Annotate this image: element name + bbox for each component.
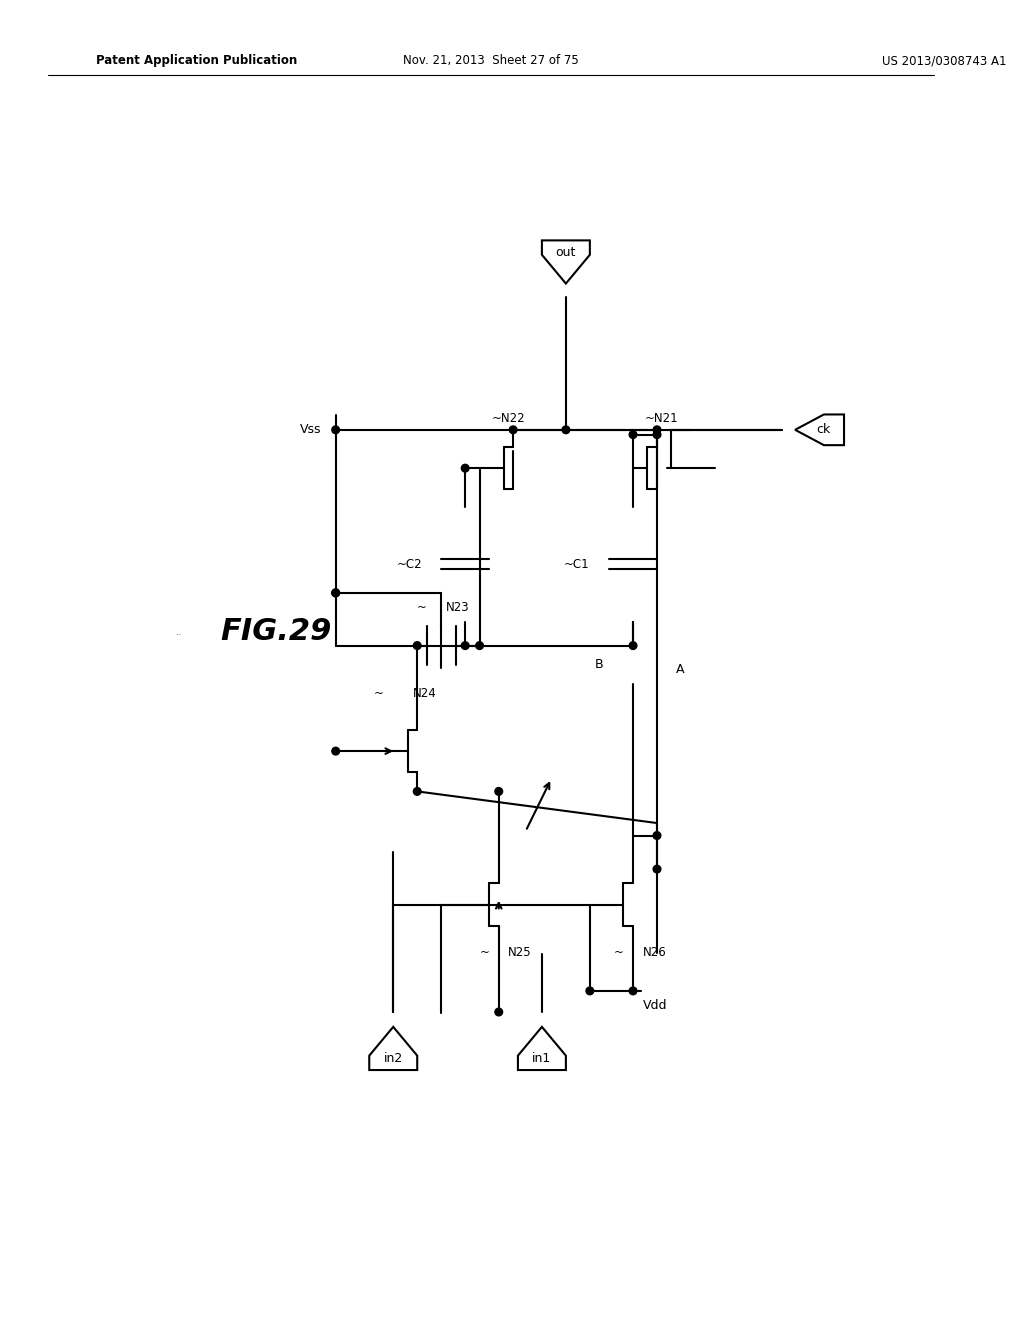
Text: Patent Application Publication: Patent Application Publication	[96, 54, 297, 67]
Circle shape	[332, 589, 340, 597]
Circle shape	[629, 430, 637, 438]
Circle shape	[332, 589, 340, 597]
Circle shape	[495, 1008, 503, 1016]
Text: N26: N26	[643, 946, 667, 960]
Circle shape	[653, 865, 660, 873]
Circle shape	[629, 642, 637, 649]
Text: Vss: Vss	[300, 424, 322, 437]
Circle shape	[586, 987, 594, 995]
Circle shape	[462, 465, 469, 473]
Text: ~: ~	[479, 946, 489, 960]
Text: ~C1: ~C1	[564, 557, 590, 570]
Circle shape	[332, 747, 340, 755]
Text: FIG.29: FIG.29	[220, 616, 332, 645]
Text: in2: in2	[384, 1052, 402, 1064]
Circle shape	[495, 788, 503, 795]
Circle shape	[653, 426, 660, 434]
Text: N25: N25	[508, 946, 531, 960]
Text: ck: ck	[816, 424, 830, 437]
Text: ~: ~	[613, 946, 624, 960]
Text: N23: N23	[446, 601, 470, 614]
Text: A: A	[676, 663, 685, 676]
Text: Vdd: Vdd	[643, 999, 667, 1012]
Circle shape	[562, 426, 569, 434]
Circle shape	[462, 642, 469, 649]
Text: B: B	[595, 659, 604, 672]
Text: US 2013/0308743 A1: US 2013/0308743 A1	[883, 54, 1007, 67]
Text: N24: N24	[413, 688, 436, 700]
Circle shape	[629, 987, 637, 995]
Circle shape	[476, 642, 483, 649]
Circle shape	[332, 426, 340, 434]
Text: ~: ~	[417, 601, 427, 614]
Text: Nov. 21, 2013  Sheet 27 of 75: Nov. 21, 2013 Sheet 27 of 75	[403, 54, 579, 67]
Circle shape	[653, 430, 660, 438]
Circle shape	[414, 788, 421, 795]
Text: ~: ~	[374, 688, 384, 700]
Text: ~N22: ~N22	[492, 412, 525, 425]
Text: ~N21: ~N21	[645, 412, 679, 425]
Circle shape	[414, 642, 421, 649]
Circle shape	[509, 426, 517, 434]
Text: in1: in1	[532, 1052, 552, 1064]
Text: out: out	[556, 246, 577, 259]
Text: ~C2: ~C2	[396, 557, 422, 570]
Circle shape	[653, 832, 660, 840]
